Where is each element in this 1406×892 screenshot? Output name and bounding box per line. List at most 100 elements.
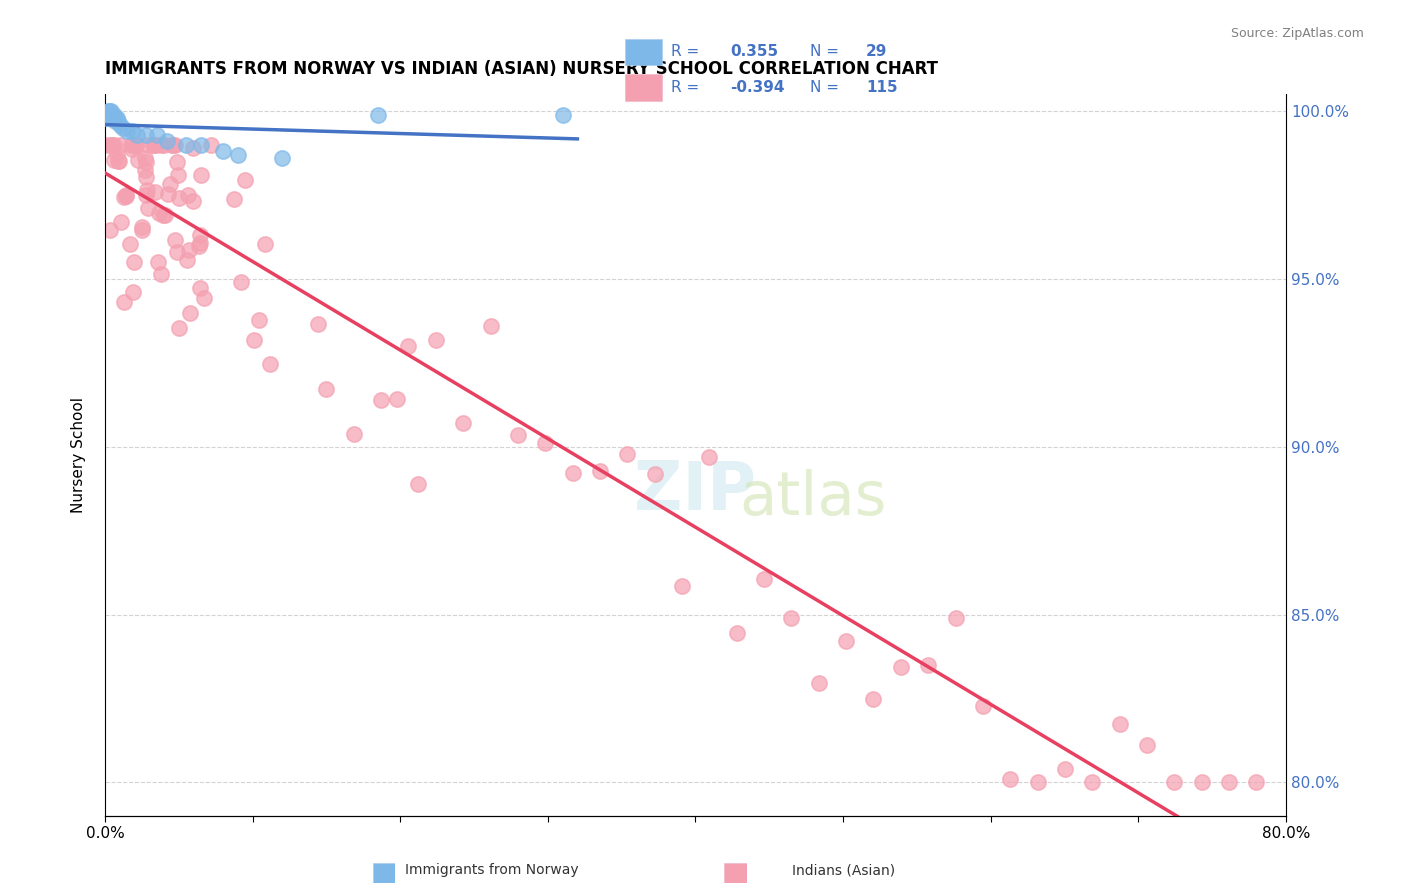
Point: [97, 107, 120, 121]
Point: [561, 466, 583, 480]
Point: [100, 107, 122, 121]
Point: [226, 148, 249, 162]
Point: [105, 147, 128, 161]
Point: [644, 467, 666, 481]
Point: [699, 450, 721, 464]
Point: [188, 235, 211, 250]
Point: [156, 135, 179, 149]
Text: Indians (Asian): Indians (Asian): [792, 863, 896, 877]
Point: [135, 155, 157, 169]
Point: [104, 114, 127, 128]
Point: [96, 111, 118, 125]
Point: [153, 208, 176, 222]
Point: [112, 190, 135, 204]
Point: [103, 111, 125, 125]
Text: Source: ZipAtlas.com: Source: ZipAtlas.com: [1230, 27, 1364, 40]
Point: [367, 107, 389, 121]
Point: [135, 169, 157, 184]
Point: [100, 104, 122, 119]
Point: [112, 295, 135, 310]
Text: -0.394: -0.394: [730, 79, 785, 95]
Point: [98, 223, 121, 237]
Point: [1000, 772, 1022, 786]
Point: [150, 267, 173, 281]
Point: [1108, 717, 1130, 731]
Point: [149, 137, 172, 152]
Point: [406, 477, 429, 491]
Point: [120, 137, 142, 152]
Point: [972, 698, 994, 713]
Text: N =: N =: [810, 45, 839, 59]
Point: [135, 183, 157, 197]
Point: [187, 239, 209, 253]
Point: [271, 151, 294, 165]
Point: [127, 128, 149, 142]
Point: [181, 194, 204, 208]
Point: [725, 625, 748, 640]
Point: [136, 137, 159, 152]
Point: [1136, 739, 1159, 753]
Point: [146, 254, 169, 268]
Point: [167, 321, 190, 335]
Point: [242, 333, 264, 347]
Point: [166, 168, 188, 182]
Point: [506, 428, 529, 442]
Point: [134, 152, 156, 166]
Point: [177, 188, 200, 202]
Point: [160, 137, 183, 152]
Point: [174, 137, 197, 152]
Point: [121, 285, 143, 299]
Point: [145, 128, 167, 142]
Point: [101, 111, 124, 125]
Point: [166, 245, 188, 260]
Point: [671, 579, 693, 593]
Point: [101, 137, 124, 152]
Point: [534, 435, 557, 450]
Text: 0.355: 0.355: [730, 45, 778, 59]
Point: [96, 137, 118, 152]
Point: [425, 333, 447, 347]
Point: [1218, 775, 1240, 789]
Point: [370, 393, 392, 408]
Point: [101, 107, 124, 121]
FancyBboxPatch shape: [624, 74, 662, 101]
Text: Immigrants from Norway: Immigrants from Norway: [405, 863, 579, 877]
Point: [108, 153, 131, 168]
Text: IMMIGRANTS FROM NORWAY VS INDIAN (ASIAN) NURSERY SCHOOL CORRELATION CHART: IMMIGRANTS FROM NORWAY VS INDIAN (ASIAN)…: [105, 60, 938, 78]
Point: [752, 572, 775, 586]
Point: [135, 188, 157, 202]
Point: [166, 155, 188, 169]
Point: [231, 275, 253, 289]
Point: [136, 201, 159, 215]
Text: ZIP: ZIP: [634, 458, 756, 524]
Point: [247, 313, 270, 327]
Point: [890, 660, 912, 674]
Point: [122, 255, 145, 269]
Point: [108, 118, 131, 132]
Point: [156, 186, 179, 201]
Point: [1246, 775, 1268, 789]
Point: [125, 137, 148, 152]
FancyBboxPatch shape: [624, 38, 662, 65]
Point: [121, 124, 143, 138]
Point: [98, 104, 121, 119]
Point: [110, 214, 132, 228]
Point: [862, 692, 884, 706]
Point: [103, 107, 125, 121]
Point: [103, 153, 125, 168]
Point: [451, 417, 474, 431]
Point: [200, 137, 222, 152]
Point: [98, 104, 121, 119]
Point: [115, 188, 138, 202]
Point: [103, 137, 125, 152]
Point: [142, 137, 165, 152]
Point: [114, 189, 136, 203]
Point: [188, 281, 211, 295]
Point: [134, 163, 156, 178]
Point: [148, 206, 170, 220]
Point: [188, 228, 211, 243]
Point: [159, 177, 181, 191]
Text: atlas: atlas: [740, 469, 887, 528]
Point: [97, 107, 120, 121]
Point: [1026, 775, 1049, 789]
